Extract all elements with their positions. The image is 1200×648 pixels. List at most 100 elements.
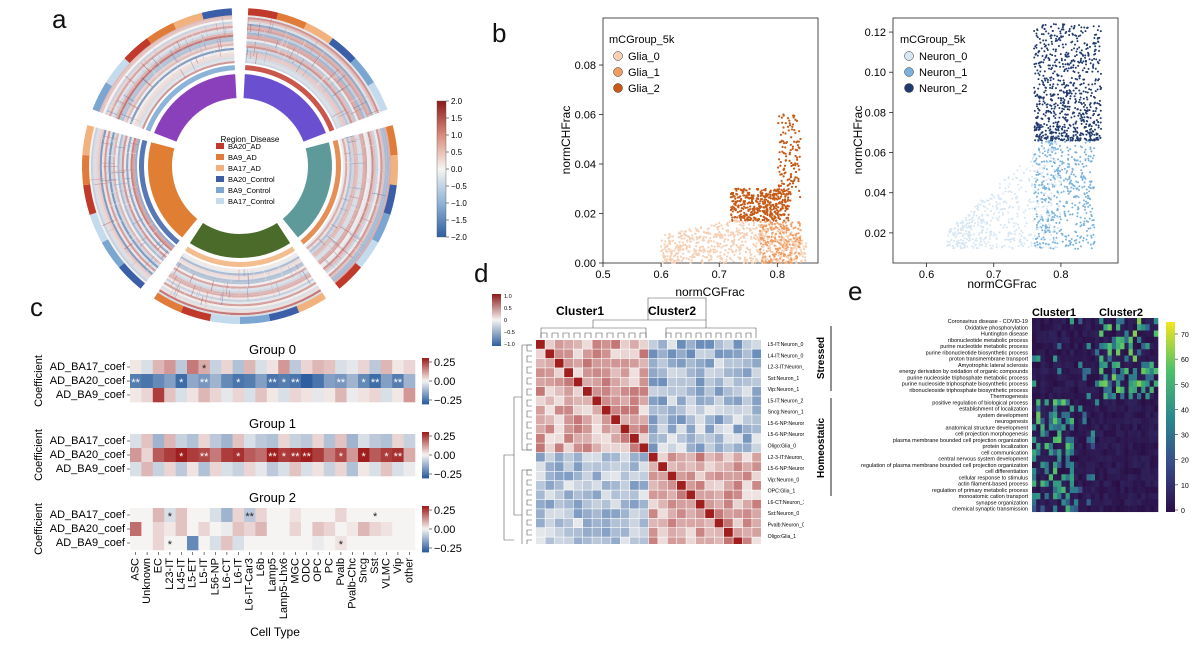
neuron-point xyxy=(1080,113,1083,116)
corr-cell xyxy=(592,518,602,528)
glia-point xyxy=(794,131,797,134)
heatmap-band xyxy=(325,130,379,274)
neuron-point xyxy=(1024,209,1027,212)
heatmap-texture xyxy=(173,45,181,58)
coef-colorbar-segment xyxy=(422,400,429,403)
corr-cell xyxy=(620,377,630,387)
glia-point xyxy=(758,202,761,205)
region-annotation xyxy=(303,22,333,44)
corr-cell xyxy=(573,377,583,387)
enrichment-cell xyxy=(1116,349,1121,356)
enrichment-cell xyxy=(1141,330,1146,338)
glia-point xyxy=(715,235,718,239)
neuron-point xyxy=(1068,239,1071,242)
coef-cell xyxy=(403,522,416,537)
neuron-point xyxy=(1059,79,1062,82)
glia-point xyxy=(742,194,745,197)
glia-point xyxy=(775,248,779,251)
neuron-point xyxy=(1039,66,1042,69)
enrichment-cell xyxy=(1057,349,1062,356)
glia-point xyxy=(733,202,736,205)
coef-cell xyxy=(335,508,347,523)
glia-point xyxy=(688,250,691,253)
heatmap-band xyxy=(131,49,235,126)
glia-point xyxy=(662,254,665,257)
glia-point xyxy=(799,239,802,242)
neuron-point xyxy=(1003,224,1006,227)
corr-cell xyxy=(705,528,714,537)
heatmap-texture xyxy=(361,138,370,141)
corr-cell xyxy=(630,424,639,434)
dendrogram-branch xyxy=(665,332,672,338)
glia-point xyxy=(772,189,776,192)
neuron-point xyxy=(1039,138,1042,141)
neuron-point xyxy=(1088,45,1091,48)
glia-point xyxy=(681,248,684,251)
corr-cell xyxy=(724,405,733,415)
neuron-point xyxy=(1079,51,1082,54)
neuron-point xyxy=(965,230,968,233)
glia-point xyxy=(774,197,777,200)
enrichment-cell xyxy=(1061,343,1066,350)
heatmap-band xyxy=(165,278,315,303)
heatmap-texture xyxy=(127,82,135,89)
neuron-point xyxy=(1020,186,1023,189)
neuron-point xyxy=(1065,185,1068,188)
heatmap-band xyxy=(167,276,313,300)
corr-cell xyxy=(545,509,555,518)
neuron-point xyxy=(1007,206,1010,209)
heatmap-texture xyxy=(151,57,160,67)
coef-colorbar-segment xyxy=(422,390,429,393)
neuron-point xyxy=(981,201,984,204)
neuron-point xyxy=(1040,142,1043,145)
heatmap-band xyxy=(168,274,312,298)
neuron-point xyxy=(985,199,988,202)
corr-cell xyxy=(564,471,573,481)
heatmap-texture xyxy=(143,59,150,66)
corr-cell xyxy=(742,443,752,453)
neuron-point xyxy=(1096,102,1099,105)
heatmap-texture xyxy=(138,97,145,102)
glia-point xyxy=(762,261,765,264)
neuron-point xyxy=(978,242,981,245)
neuron-point xyxy=(1076,40,1079,43)
glia-point xyxy=(749,208,752,211)
enrichment-cell xyxy=(1099,318,1104,325)
glia-point xyxy=(737,187,740,190)
glia-point xyxy=(665,260,669,263)
glia-point xyxy=(776,221,779,225)
corr-cell xyxy=(695,387,705,396)
corr-cell xyxy=(611,537,620,544)
heatmap-band xyxy=(103,130,156,272)
corr-cell xyxy=(583,368,592,377)
glia-point xyxy=(733,206,736,209)
glia-point xyxy=(789,233,792,236)
neuron-point xyxy=(1043,232,1046,235)
neuron-point xyxy=(1049,86,1052,89)
heatmap-texture xyxy=(334,257,342,265)
glia-point xyxy=(785,244,788,247)
glia-point xyxy=(769,225,772,228)
neuron-point xyxy=(1041,229,1044,232)
corr-cell xyxy=(620,528,630,537)
coef-colorbar-segment xyxy=(422,379,429,382)
corr-cell xyxy=(554,387,564,396)
heatmap-texture xyxy=(128,103,139,110)
corr-cell xyxy=(667,518,677,528)
neuron-point xyxy=(1084,56,1087,59)
neuron-point xyxy=(1080,169,1083,172)
neuron-point xyxy=(1061,168,1064,171)
glia-point xyxy=(798,130,801,133)
neuron-point xyxy=(1042,180,1045,183)
neuron-point xyxy=(1036,199,1039,202)
enrichment-term-label: cell communication xyxy=(981,450,1028,456)
coef-cell xyxy=(369,434,382,449)
neuron-point xyxy=(1063,210,1066,213)
neuron-point xyxy=(1062,24,1065,27)
neuron-point xyxy=(988,224,991,227)
neuron-point xyxy=(1079,160,1082,163)
glia-point xyxy=(739,218,743,222)
enrichment-term-label: cell projection morphogenesis xyxy=(955,432,1028,438)
corr-cell xyxy=(583,462,592,471)
significance-star: ** xyxy=(200,451,209,463)
